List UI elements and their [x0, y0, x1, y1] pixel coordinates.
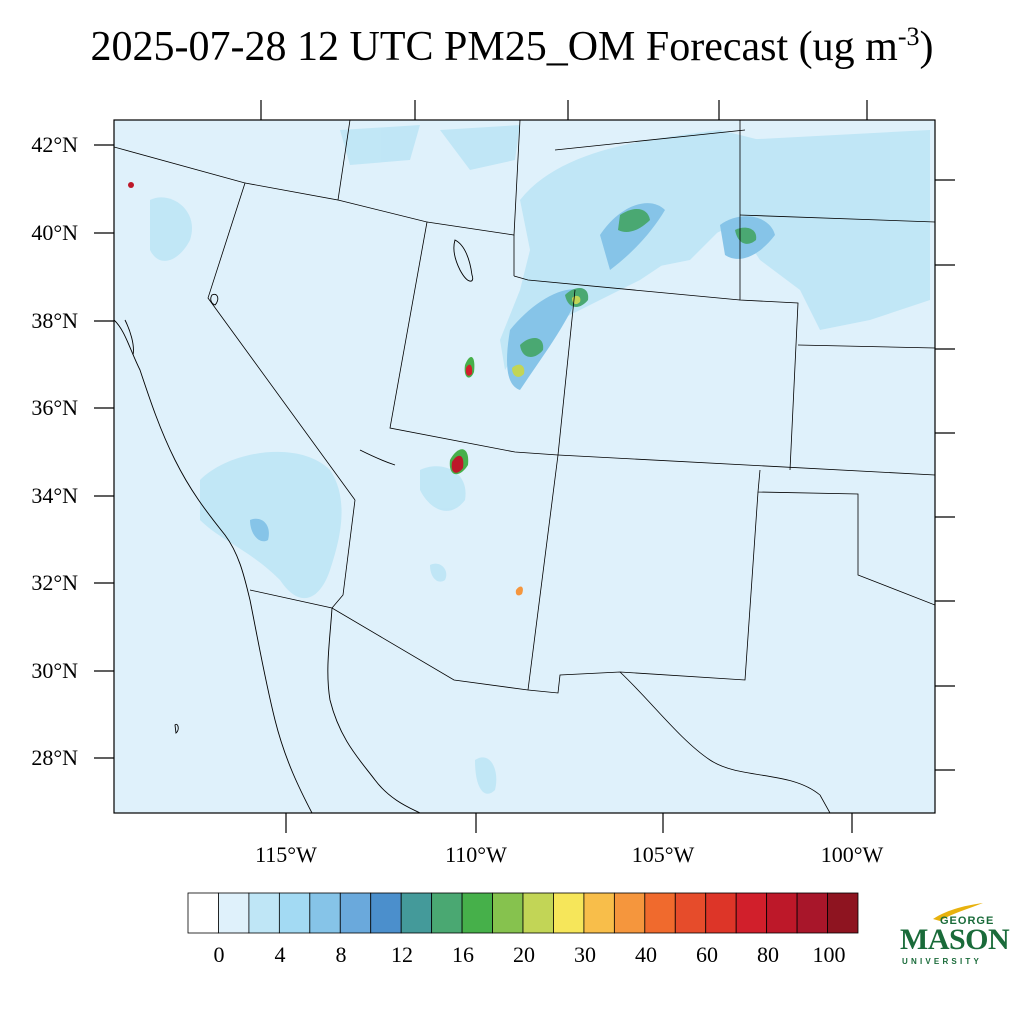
colorbar-swatch	[400, 892, 433, 934]
logo-line3: UNIVERSITY	[902, 957, 983, 966]
colorbar-swatch	[278, 892, 311, 934]
logo-line1: GEORGE	[940, 915, 995, 927]
colorbar-swatch	[674, 892, 707, 934]
colorbar-swatch	[187, 892, 219, 934]
logo-swoosh-icon	[933, 903, 983, 921]
lat-label: 38°N	[31, 308, 78, 333]
colorbar-tick-label: 8	[335, 942, 347, 967]
colorbar-swatch	[705, 892, 737, 934]
lon-label: 105°W	[631, 842, 695, 867]
gmu-logo: GEORGE MASON UNIVERSITY	[900, 903, 1010, 975]
lat-label: 40°N	[31, 220, 78, 245]
colorbar-tick-label: 30	[574, 942, 596, 967]
lat-label: 42°N	[31, 132, 78, 157]
lon-label: 115°W	[255, 842, 317, 867]
colorbar-swatch	[370, 892, 402, 934]
lon-label: 110°W	[445, 842, 507, 867]
colorbar-swatch	[735, 892, 768, 934]
colorbar-tick-label: 20	[513, 942, 535, 967]
lat-label: 32°N	[31, 570, 78, 595]
colorbar-swatch	[309, 892, 341, 934]
colorbar-tick-label: 12	[391, 942, 413, 967]
colorbar-swatch	[522, 892, 554, 934]
colorbar-swatch	[766, 892, 798, 934]
lat-label: 28°N	[31, 745, 78, 770]
colorbar-tick-label: 60	[696, 942, 718, 967]
lat-label: 34°N	[31, 483, 78, 508]
colorbar-swatch	[827, 892, 859, 934]
colorbar-tick-label: 80	[757, 942, 779, 967]
colorbar-tick-label: 0	[213, 942, 225, 967]
pm25-low-plumes	[150, 125, 930, 794]
colorbar-tick-label: 16	[452, 942, 474, 967]
logo-line2: MASON	[900, 923, 1010, 956]
colorbar-swatch	[644, 892, 676, 934]
map-ticks	[94, 100, 955, 833]
colorbar-swatch	[339, 892, 372, 934]
colorbar-swatch	[796, 892, 828, 934]
pm25-fire-hotspots	[128, 182, 523, 596]
colorbar-swatch	[492, 892, 524, 934]
lat-label: 36°N	[31, 395, 78, 420]
colorbar-tick-label: 4	[274, 942, 286, 967]
colorbar-swatch	[553, 892, 585, 934]
colorbar-tick-label: 100	[812, 942, 846, 967]
colorbar-tick-label: 40	[635, 942, 657, 967]
colorbar-swatch	[218, 892, 250, 934]
colorbar-swatch	[431, 892, 463, 934]
lon-label: 100°W	[820, 842, 884, 867]
colorbar	[187, 892, 859, 934]
colorbar-swatch	[613, 892, 646, 934]
map-title: 2025-07-28 12 UTC PM25_OM Forecast (ug m…	[90, 22, 934, 70]
state-boundaries	[114, 120, 935, 813]
coastline	[114, 239, 474, 813]
colorbar-swatch	[583, 892, 615, 934]
colorbar-swatch	[248, 892, 280, 934]
map-frame	[113, 119, 936, 814]
lat-label: 30°N	[31, 658, 78, 683]
colorbar-swatch	[461, 892, 493, 934]
